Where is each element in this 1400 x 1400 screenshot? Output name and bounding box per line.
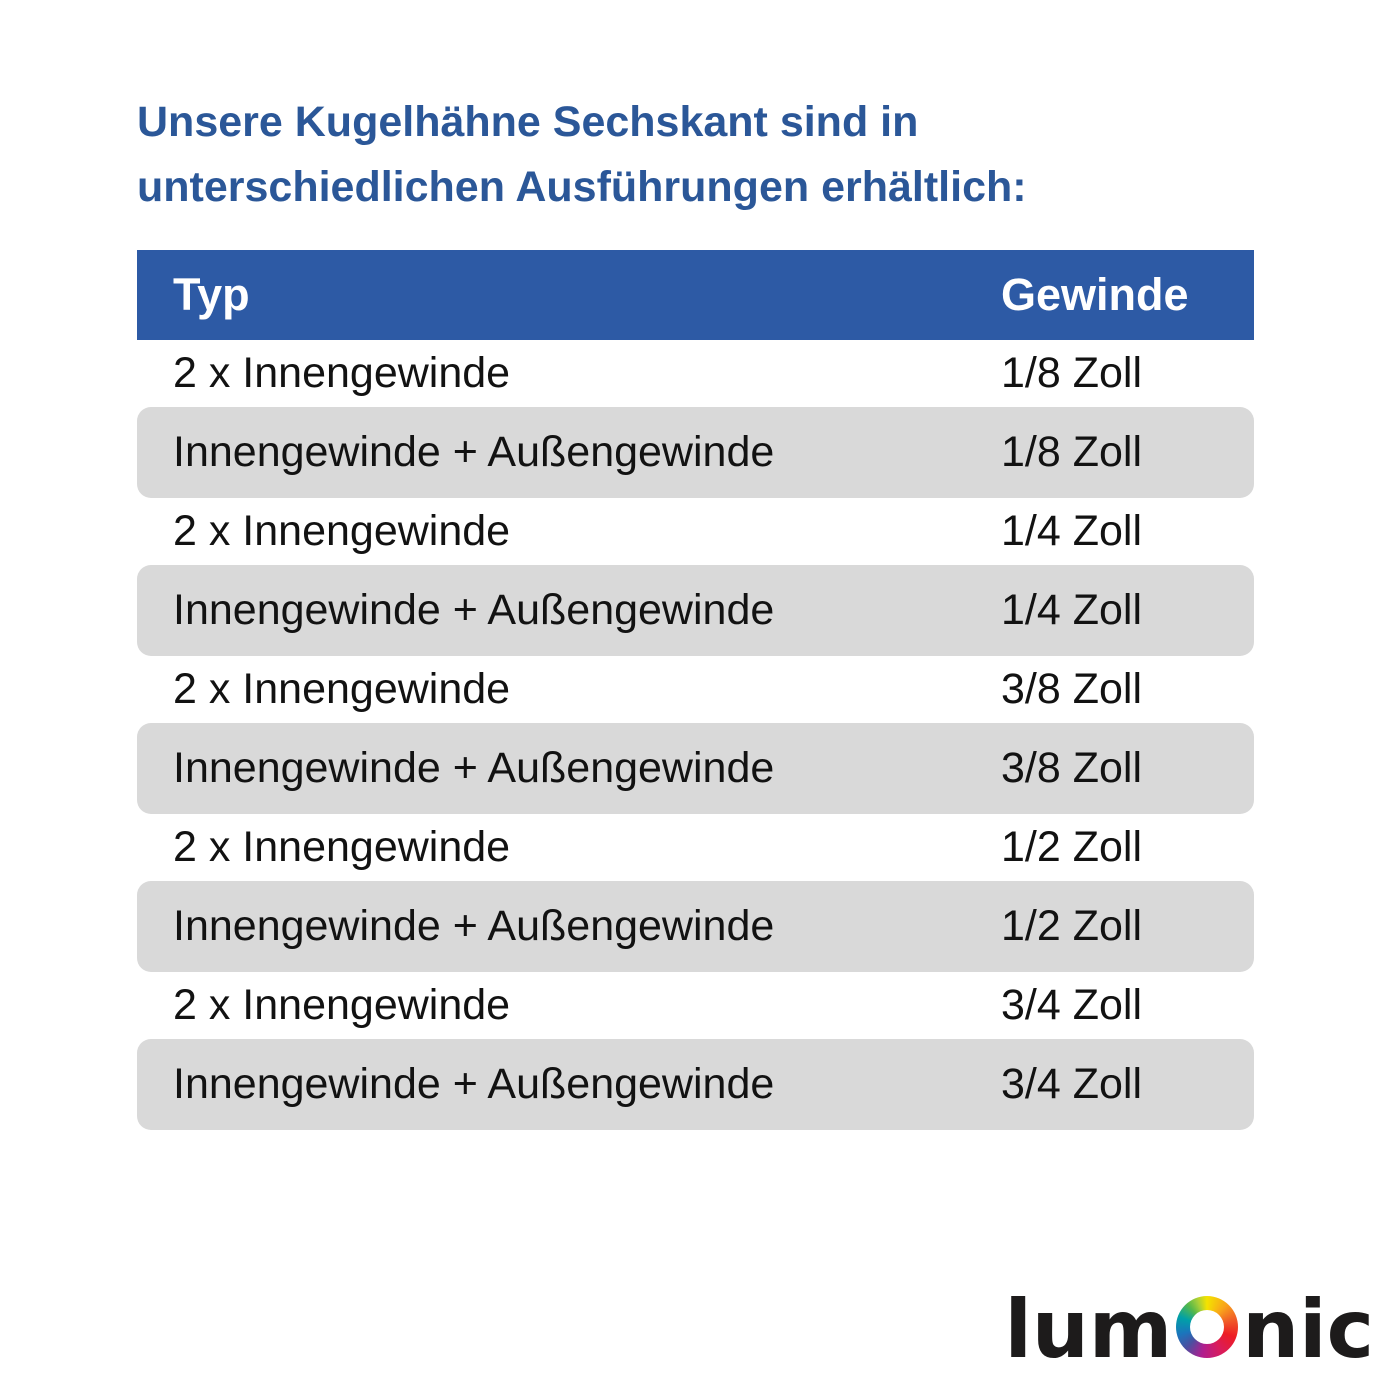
table-row: Innengewinde + Außengewinde 3/8 Zoll <box>137 723 1254 814</box>
row-type-cell: Innengewinde + Außengewinde <box>173 1060 775 1108</box>
rainbow-ring-icon <box>1176 1295 1239 1358</box>
table-row: Innengewinde + Außengewinde 1/8 Zoll <box>137 407 1254 498</box>
row-type-cell: Innengewinde + Außengewinde <box>173 744 775 792</box>
table-row: 2 x Innengewinde 1/4 Zoll <box>137 498 1254 565</box>
page-title-line-2: unterschiedlichen Ausführungen erhältlic… <box>137 163 1027 211</box>
table-header-row: Typ Gewinde <box>137 250 1254 340</box>
row-type-cell: Innengewinde + Außengewinde <box>173 428 775 476</box>
row-gewinde-cell: 3/8 Zoll <box>1001 744 1143 792</box>
page-title-line-1: Unsere Kugelhähne Sechskant sind in <box>137 98 919 146</box>
row-gewinde-cell: 3/4 Zoll <box>1001 1060 1143 1108</box>
table-row: 2 x Innengewinde 1/2 Zoll <box>137 814 1254 881</box>
header-cell-gewinde: Gewinde <box>1001 269 1189 320</box>
row-type-cell: 2 x Innengewinde <box>173 665 511 713</box>
table-row: Innengewinde + Außengewinde 1/2 Zoll <box>137 881 1254 972</box>
row-type-cell: 2 x Innengewinde <box>173 981 511 1029</box>
lumonic-logo: lum nic <box>1004 1283 1374 1376</box>
table-row: 2 x Innengewinde 1/8 Zoll <box>137 340 1254 407</box>
row-gewinde-cell: 1/4 Zoll <box>1001 507 1143 555</box>
table-row: 2 x Innengewinde 3/4 Zoll <box>137 972 1254 1039</box>
row-gewinde-cell: 1/2 Zoll <box>1001 902 1143 950</box>
row-gewinde-cell: 3/4 Zoll <box>1001 981 1143 1029</box>
row-type-cell: 2 x Innengewinde <box>173 823 511 871</box>
row-gewinde-cell: 1/8 Zoll <box>1001 428 1143 476</box>
table-row: Innengewinde + Außengewinde 3/4 Zoll <box>137 1039 1254 1130</box>
logo-text-lum: lum <box>1004 1283 1173 1376</box>
row-type-cell: Innengewinde + Außengewinde <box>173 902 775 950</box>
ring-hole <box>1190 1309 1225 1344</box>
page-title: Unsere Kugelhähne Sechskant sind in unte… <box>137 90 1027 220</box>
row-gewinde-cell: 1/8 Zoll <box>1001 349 1143 397</box>
logo-text-nic: nic <box>1242 1283 1374 1376</box>
row-gewinde-cell: 1/2 Zoll <box>1001 823 1143 871</box>
valve-variants-table: Typ Gewinde 2 x Innengewinde 1/8 Zoll In… <box>137 250 1254 1130</box>
row-gewinde-cell: 1/4 Zoll <box>1001 586 1143 634</box>
row-type-cell: Innengewinde + Außengewinde <box>173 586 775 634</box>
row-type-cell: 2 x Innengewinde <box>173 507 511 555</box>
table-row: Innengewinde + Außengewinde 1/4 Zoll <box>137 565 1254 656</box>
row-gewinde-cell: 3/8 Zoll <box>1001 665 1143 713</box>
header-cell-typ: Typ <box>173 269 250 320</box>
row-type-cell: 2 x Innengewinde <box>173 349 511 397</box>
table-row: 2 x Innengewinde 3/8 Zoll <box>137 656 1254 723</box>
